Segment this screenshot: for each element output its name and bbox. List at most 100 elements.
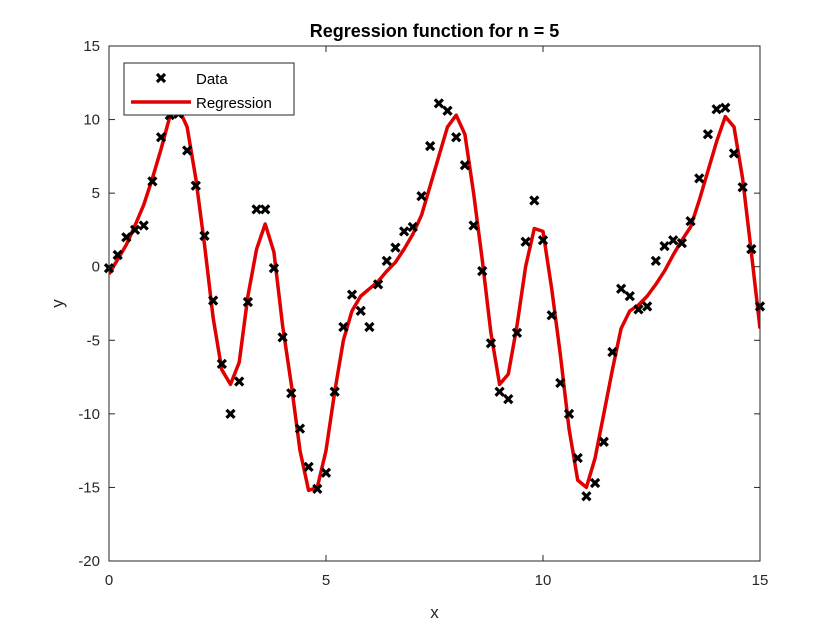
ticks-layer: 0 5 10 15 -20 -15 -10 -5 0 5 10 15 [78,38,768,589]
data-point [503,394,514,405]
data-point [303,461,314,472]
data-point [511,327,523,339]
data-point [199,230,210,241]
marker-stroke-b [572,452,583,464]
legend-data-marker [155,72,167,84]
data-point [242,296,254,308]
series-layer [103,98,766,502]
data-point [537,235,549,246]
data-point [581,491,592,502]
marker-stroke-b [320,467,332,478]
data-point [572,452,583,464]
data-point [268,263,280,274]
y-tick-label: -10 [78,406,100,423]
y-tick-label: 0 [92,259,100,276]
marker-stroke-b [650,255,661,266]
marker-stroke-b [346,289,358,300]
data-point [451,132,462,143]
marker-stroke-b [216,358,227,369]
data-point [650,255,661,266]
marker-stroke-b [312,483,323,495]
marker-stroke-b [529,195,540,206]
data-point [312,483,323,495]
data-point [728,148,740,159]
marker-stroke-b [390,242,401,253]
data-point [286,388,297,399]
data-point [433,98,444,109]
data-point [624,291,635,302]
marker-stroke-b [268,263,280,274]
marker-stroke-b [555,377,566,389]
data-point [208,295,219,306]
y-tick-label: 10 [83,112,100,129]
data-point [676,238,688,249]
marker-stroke-b [702,129,714,140]
marker-stroke-b [589,477,601,489]
x-tick-label: 5 [322,572,330,589]
x-axis-label: x [430,603,439,622]
y-tick-label: 15 [83,38,100,55]
marker-stroke-b [494,386,505,397]
data-point [346,289,358,300]
legend-label-data: Data [196,71,228,88]
data-point [477,265,488,277]
marker-stroke-b [381,255,392,266]
marker-stroke-b [537,235,549,246]
data-point [398,226,410,237]
marker-stroke-b [711,104,722,115]
marker-stroke-b [520,236,531,247]
marker-stroke-b [329,386,340,397]
marker-stroke-b [459,160,471,171]
data-point [381,255,392,266]
marker-stroke-b [737,182,748,193]
plot-area [109,46,760,561]
y-tick-label: -20 [78,553,100,570]
data-point [563,408,575,419]
axes-frame [108,45,761,562]
data-point [129,224,141,236]
marker-stroke-b [208,295,219,306]
data-point [642,301,653,312]
data-point [234,376,245,387]
data-point [720,102,731,113]
data-point [121,232,132,243]
y-tick-label: 5 [92,185,100,202]
data-point [425,140,436,152]
marker-stroke-b [260,204,271,215]
data-point [138,220,149,231]
legend-x-marker [155,72,167,84]
marker-stroke-b [199,230,210,241]
marker-stroke-b [112,249,123,261]
y-tick-label: -5 [87,332,100,349]
marker-stroke-b [563,408,575,419]
marker-stroke-b [147,176,158,187]
data-point [607,346,618,358]
marker-stroke-b [442,105,453,116]
data-point [147,176,158,187]
marker-stroke-b [468,220,479,231]
data-point [225,408,236,419]
marker-stroke-b [286,388,297,399]
x-tick-label: 0 [105,572,113,589]
marker-stroke-b [642,301,653,312]
data-point [216,358,227,369]
data-point [520,236,531,247]
data-point [329,386,340,397]
marker-stroke-b [685,215,696,227]
marker-stroke-b [129,224,141,236]
legend-box [123,62,295,116]
marker-stroke-b [251,204,262,215]
marker-stroke-b [607,346,618,358]
legend: Data Regression [123,62,295,116]
marker-stroke-b [433,98,444,109]
marker-stroke-b [598,436,609,447]
y-tick-label: -15 [78,479,100,496]
data-point [711,104,722,115]
data-point [112,249,123,261]
data-point [615,283,627,294]
data-point [589,477,601,489]
data-point [746,243,757,255]
data-point [494,386,505,397]
